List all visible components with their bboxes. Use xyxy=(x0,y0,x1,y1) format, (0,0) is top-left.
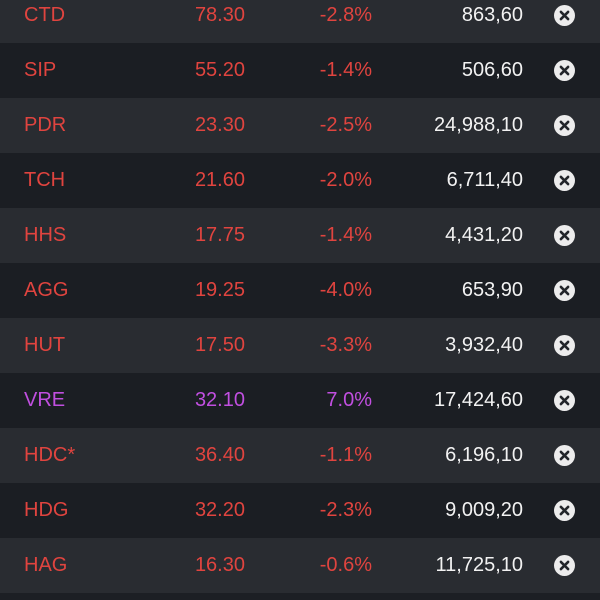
price-change-percent: -3.3% xyxy=(319,334,372,356)
price-change-percent: -2.5% xyxy=(319,114,372,136)
close-circle-icon[interactable] xyxy=(554,60,575,81)
stock-price: 16.30 xyxy=(194,554,245,576)
close-circle-icon[interactable] xyxy=(554,445,575,466)
price-change-percent: -2.0% xyxy=(319,169,372,191)
price-change-percent: -1.4% xyxy=(319,224,372,246)
stock-price: 21.60 xyxy=(194,169,245,191)
stock-price: 32.10 xyxy=(194,389,245,411)
table-row[interactable]: HHS 17.75 -1.4% 4,431,20 xyxy=(0,208,600,263)
table-row[interactable]: HDG 32.20 -2.3% 9,009,20 xyxy=(0,483,600,538)
stock-symbol: TCH xyxy=(24,169,66,191)
price-change-percent: -2.3% xyxy=(319,499,372,521)
trading-volume: 6,711,40 xyxy=(446,169,523,191)
close-circle-icon[interactable] xyxy=(554,5,575,26)
stock-price: 78.30 xyxy=(194,4,245,26)
trading-volume: 4,431,20 xyxy=(445,224,523,246)
stock-symbol: PDR xyxy=(24,114,67,136)
stock-price: 36.40 xyxy=(194,444,245,466)
close-circle-icon[interactable] xyxy=(554,280,575,301)
stock-symbol: HAG xyxy=(24,554,68,576)
close-circle-icon[interactable] xyxy=(554,555,575,576)
stock-price: 23.30 xyxy=(194,114,245,136)
table-row[interactable]: TCH 21.60 -2.0% 6,711,40 xyxy=(0,153,600,208)
price-change-percent: 7.0% xyxy=(326,389,372,411)
stock-price: 55.20 xyxy=(194,59,245,81)
price-change-percent: -2.8% xyxy=(319,4,372,26)
trading-volume: 653,90 xyxy=(461,279,523,301)
table-row[interactable]: VRE 32.10 7.0% 17,424,60 xyxy=(0,373,600,428)
table-row[interactable]: HUT 17.50 -3.3% 3,932,40 xyxy=(0,318,600,373)
close-circle-icon[interactable] xyxy=(554,225,575,246)
stock-symbol: HDC* xyxy=(24,444,76,466)
stock-price: 17.75 xyxy=(194,224,245,246)
stock-symbol: AGG xyxy=(24,279,69,301)
price-change-percent: -0.6% xyxy=(319,554,372,576)
trading-volume: 17,424,60 xyxy=(434,389,523,411)
close-circle-icon[interactable] xyxy=(554,390,575,411)
stock-symbol: SIP xyxy=(24,59,57,81)
table-row[interactable]: HDC* 36.40 -1.1% 6,196,10 xyxy=(0,428,600,483)
trading-volume: 24,988,10 xyxy=(434,114,523,136)
stock-symbol: HDG xyxy=(24,499,69,521)
stock-price: 17.50 xyxy=(194,334,245,356)
stock-symbol: VRE xyxy=(24,389,66,411)
stock-symbol: CTD xyxy=(24,4,66,26)
trading-volume: 11,725,10 xyxy=(435,554,524,576)
table-row[interactable]: HAG 16.30 -0.6% 11,725,10 xyxy=(0,538,600,593)
stock-price: 19.25 xyxy=(194,279,245,301)
trading-volume: 3,932,40 xyxy=(445,334,523,356)
table-row[interactable]: PDR 23.30 -2.5% 24,988,10 xyxy=(0,98,600,153)
price-change-percent: -1.1% xyxy=(319,444,372,466)
trading-volume: 506,60 xyxy=(461,59,523,81)
close-circle-icon[interactable] xyxy=(554,335,575,356)
trading-volume: 6,196,10 xyxy=(445,444,523,466)
stock-symbol: HUT xyxy=(24,334,66,356)
trading-volume: 9,009,20 xyxy=(445,499,523,521)
close-circle-icon[interactable] xyxy=(554,170,575,191)
table-row[interactable]: AGG 19.25 -4.0% 653,90 xyxy=(0,263,600,318)
stock-symbol: HHS xyxy=(24,224,67,246)
close-circle-icon[interactable] xyxy=(554,500,575,521)
trading-volume: 863,60 xyxy=(461,4,523,26)
table-row[interactable]: SIP 55.20 -1.4% 506,60 xyxy=(0,43,600,98)
price-change-percent: -1.4% xyxy=(319,59,372,81)
close-circle-icon[interactable] xyxy=(554,115,575,136)
price-change-percent: -4.0% xyxy=(319,279,372,301)
stock-price: 32.20 xyxy=(194,499,245,521)
table-row[interactable]: CTD 78.30 -2.8% 863,60 xyxy=(0,0,600,43)
